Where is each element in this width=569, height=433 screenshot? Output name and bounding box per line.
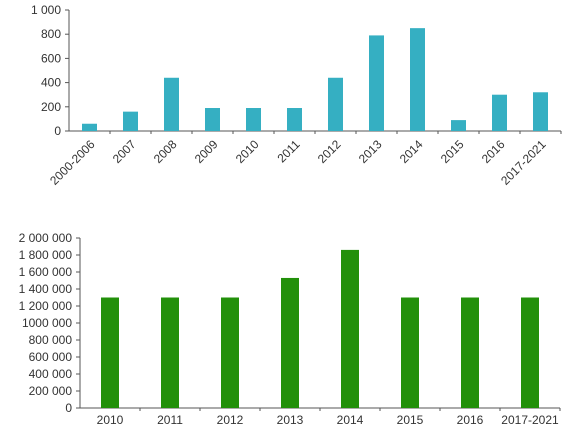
y-tick-label: 1 600 000 xyxy=(19,265,73,279)
x-tick-label: 2007 xyxy=(110,137,139,166)
y-tick-label: 200 000 xyxy=(29,384,73,398)
bar-chart-bottom: 0 200 000 400 000 600 000 800 000 1000 000 1 2… xyxy=(19,231,561,427)
bar xyxy=(164,77,179,131)
bar xyxy=(123,111,138,131)
bar xyxy=(101,297,119,408)
bar xyxy=(521,297,539,408)
bar xyxy=(281,277,299,408)
x-tick-label: 2011 xyxy=(157,413,183,427)
y-tick-label: 0 xyxy=(54,124,61,138)
y-tick-label: 600 000 xyxy=(29,350,73,364)
y-tick-label: 0 xyxy=(65,401,72,415)
x-tick-label: 2000-2006 xyxy=(47,137,98,188)
y-tick-label: 2 000 000 xyxy=(19,231,73,245)
bar xyxy=(82,123,97,131)
bar xyxy=(205,108,220,131)
y-tick-label: 1 400 000 xyxy=(19,282,73,296)
bar xyxy=(492,94,507,131)
bar xyxy=(287,108,302,131)
x-tick-label: 2010 xyxy=(97,413,124,427)
x-tick-label: 2009 xyxy=(192,137,221,166)
x-tick-label: 2017-2021 xyxy=(501,413,559,427)
x-tick-label: 2008 xyxy=(151,137,180,166)
x-tick-label: 2012 xyxy=(217,413,244,427)
y-tick-label: 800 000 xyxy=(29,333,73,347)
y-tick-label: 400 000 xyxy=(29,367,73,381)
bar-chart-top: 0 200 400 600 800 1 000 2000-2006 2007 2008 2009 2… xyxy=(31,3,562,188)
x-tick-label: 2013 xyxy=(277,413,304,427)
bar xyxy=(221,297,239,408)
x-tick-label: 2013 xyxy=(356,137,385,166)
x-tick-label: 2014 xyxy=(337,413,364,427)
bar xyxy=(369,35,384,131)
bar xyxy=(341,249,359,408)
x-tick-label: 2011 xyxy=(274,137,302,165)
x-tick-label: 2015 xyxy=(438,137,467,166)
x-tick-label: 2016 xyxy=(457,413,484,427)
x-tick-label: 2016 xyxy=(479,137,508,166)
y-tick-label: 1000 000 xyxy=(22,316,72,330)
bar xyxy=(328,77,343,131)
y-tick-label: 1 800 000 xyxy=(19,248,73,262)
y-tick-label: 1 000 xyxy=(31,3,61,17)
bar xyxy=(451,120,466,131)
x-tick-label: 2010 xyxy=(233,137,262,166)
x-tick-label: 2012 xyxy=(315,137,344,166)
bar xyxy=(246,108,261,131)
y-tick-label: 1 200 000 xyxy=(19,299,73,313)
bar xyxy=(161,297,179,408)
bar xyxy=(410,28,425,131)
bar xyxy=(461,297,479,408)
y-tick-label: 600 xyxy=(41,51,61,65)
x-tick-label: 2017-2021 xyxy=(498,137,549,188)
bar xyxy=(533,92,548,131)
y-tick-label: 800 xyxy=(41,27,61,41)
x-tick-label: 2015 xyxy=(397,413,424,427)
y-tick-label: 200 xyxy=(41,100,61,114)
x-tick-label: 2014 xyxy=(397,137,426,166)
y-tick-label: 400 xyxy=(41,76,61,90)
bar xyxy=(401,297,419,408)
